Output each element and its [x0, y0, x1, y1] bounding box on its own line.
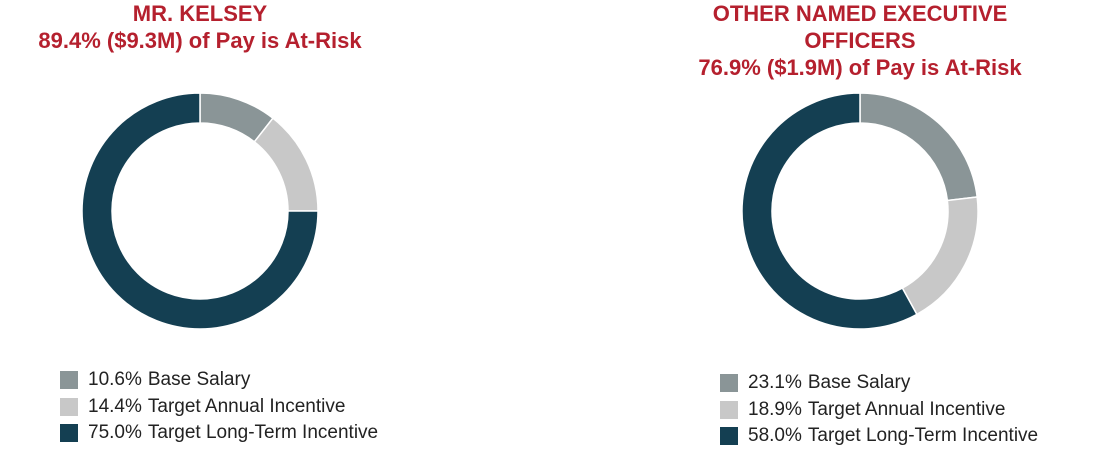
chart-subtitle: 76.9% ($1.9M) of Pay is At-Risk: [698, 55, 1022, 80]
legend-value: 23.1%: [748, 372, 802, 394]
legend-swatch: [720, 400, 738, 419]
legend-label: Base Salary: [147, 369, 251, 391]
donut-slice: [253, 117, 319, 212]
legend-label: Target Long-Term Incentive: [147, 422, 379, 444]
legend-value: 58.0%: [748, 425, 802, 447]
chart-title: MR. KELSEY: [132, 1, 268, 26]
legend-entry: 14.4% Target Annual Incentive: [60, 394, 378, 421]
legend-value: 10.6%: [88, 369, 142, 391]
legend: 10.6% Base Salary 14.4% Target Annual Incen…: [60, 367, 378, 447]
legend-entry: 23.1% Base Salary: [720, 370, 1038, 397]
chart-subtitle: 89.4% ($9.3M) of Pay is At-Risk: [38, 28, 362, 53]
donut-slice: [901, 196, 979, 316]
donut-slice: [859, 92, 978, 202]
legend-swatch: [60, 371, 78, 390]
legend-entry: 18.9% Target Annual Incentive: [720, 397, 1038, 424]
legend-swatch: [720, 427, 738, 446]
legend-value: 14.4%: [88, 395, 142, 417]
legend-entry: 10.6% Base Salary: [60, 367, 378, 394]
legend-label: Target Annual Incentive: [807, 398, 1006, 420]
legend-label: Target Long-Term Incentive: [807, 425, 1039, 447]
donut-slice: [741, 92, 918, 330]
legend-entry: 75.0% Target Long-Term Incentive: [60, 420, 378, 447]
title-block: MR. KELSEY 89.4% ($9.3M) of Pay is At-Ri…: [0, 0, 410, 54]
legend-swatch: [60, 424, 78, 443]
legend-label: Base Salary: [807, 372, 911, 394]
legend-swatch: [720, 374, 738, 393]
title-block: OTHER NAMED EXECUTIVE OFFICERS 76.9% ($1…: [665, 0, 1055, 81]
donut-slice: [81, 92, 319, 330]
chart-title: OTHER NAMED EXECUTIVE OFFICERS: [712, 1, 1008, 53]
legend-value: 75.0%: [88, 422, 142, 444]
legend-label: Target Annual Incentive: [147, 395, 346, 417]
legend-value: 18.9%: [748, 398, 802, 420]
legend: 23.1% Base Salary 18.9% Target Annual Incen…: [720, 370, 1038, 450]
legend-swatch: [60, 397, 78, 416]
legend-entry: 58.0% Target Long-Term Incentive: [720, 423, 1038, 450]
